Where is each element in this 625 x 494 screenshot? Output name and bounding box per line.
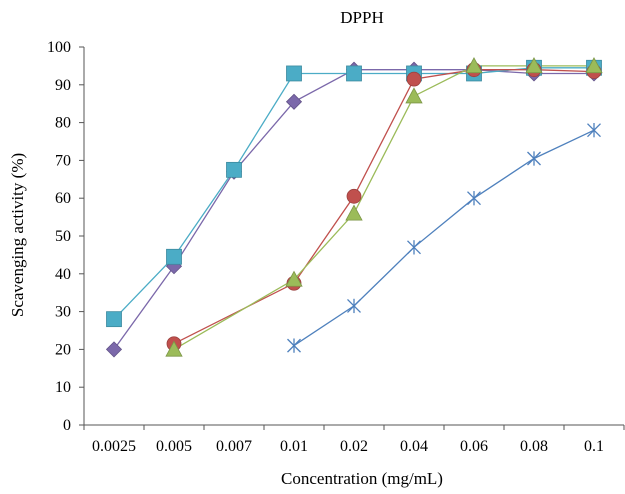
x-tick-label: 0.01 xyxy=(280,438,308,455)
data-point-triangle xyxy=(345,204,363,221)
data-point-circle xyxy=(406,71,422,87)
series-line-2 xyxy=(173,69,595,345)
data-point-asterisk xyxy=(587,123,601,138)
x-tick-label: 0.007 xyxy=(216,438,252,455)
data-point-asterisk xyxy=(347,298,361,314)
y-tick-label: 20 xyxy=(55,341,71,358)
chart-title: DPPH xyxy=(340,8,383,27)
x-tick-label: 0.005 xyxy=(156,438,192,455)
y-tick-label: 70 xyxy=(55,152,71,169)
y-tick-label: 100 xyxy=(47,39,71,56)
data-point-triangle xyxy=(465,57,483,74)
data-point-triangle xyxy=(525,57,543,74)
y-tick-label: 40 xyxy=(55,266,71,283)
x-tick-label: 0.02 xyxy=(340,438,368,455)
y-tick-label: 60 xyxy=(55,190,71,207)
data-point-square xyxy=(286,65,302,82)
data-point-square xyxy=(166,248,182,265)
y-tick-label: 90 xyxy=(55,77,71,94)
data-point-triangle xyxy=(585,57,603,74)
y-tick-label: 0 xyxy=(63,417,71,434)
data-point-triangle xyxy=(165,340,183,357)
plot-area: 0 10 20 30 40 50 60 70 80 90 100 0.0025 0.005 0.007 0.… xyxy=(47,39,625,455)
data-point-asterisk xyxy=(407,240,421,255)
data-point-asterisk xyxy=(467,191,481,206)
x-axis-title: Concentration (mg/mL) xyxy=(281,469,443,488)
y-tick-label: 10 xyxy=(55,379,71,396)
data-point-diamond xyxy=(285,93,303,110)
data-point-circle xyxy=(346,188,362,204)
data-point-square xyxy=(226,161,242,178)
x-tick-label: 0.06 xyxy=(460,438,488,455)
x-tick-label: 0.04 xyxy=(400,438,428,455)
y-tick-label: 50 xyxy=(55,228,71,245)
x-tick-label: 0.0025 xyxy=(92,438,136,455)
data-point-asterisk xyxy=(287,338,301,353)
data-point-diamond xyxy=(105,341,123,358)
series-line-3 xyxy=(173,65,594,350)
data-point-square xyxy=(346,65,362,82)
x-tick-label: 0.1 xyxy=(584,438,604,455)
y-tick-label: 80 xyxy=(55,115,71,132)
y-axis-title: Scavenging activity (%) xyxy=(8,153,27,317)
series-line-4 xyxy=(293,129,595,347)
data-point-triangle xyxy=(285,270,303,287)
data-point-square xyxy=(106,311,122,328)
data-point-triangle xyxy=(405,87,423,104)
y-tick-label: 30 xyxy=(55,304,71,321)
x-tick-label: 0.08 xyxy=(520,438,548,455)
data-point-asterisk xyxy=(527,151,541,166)
